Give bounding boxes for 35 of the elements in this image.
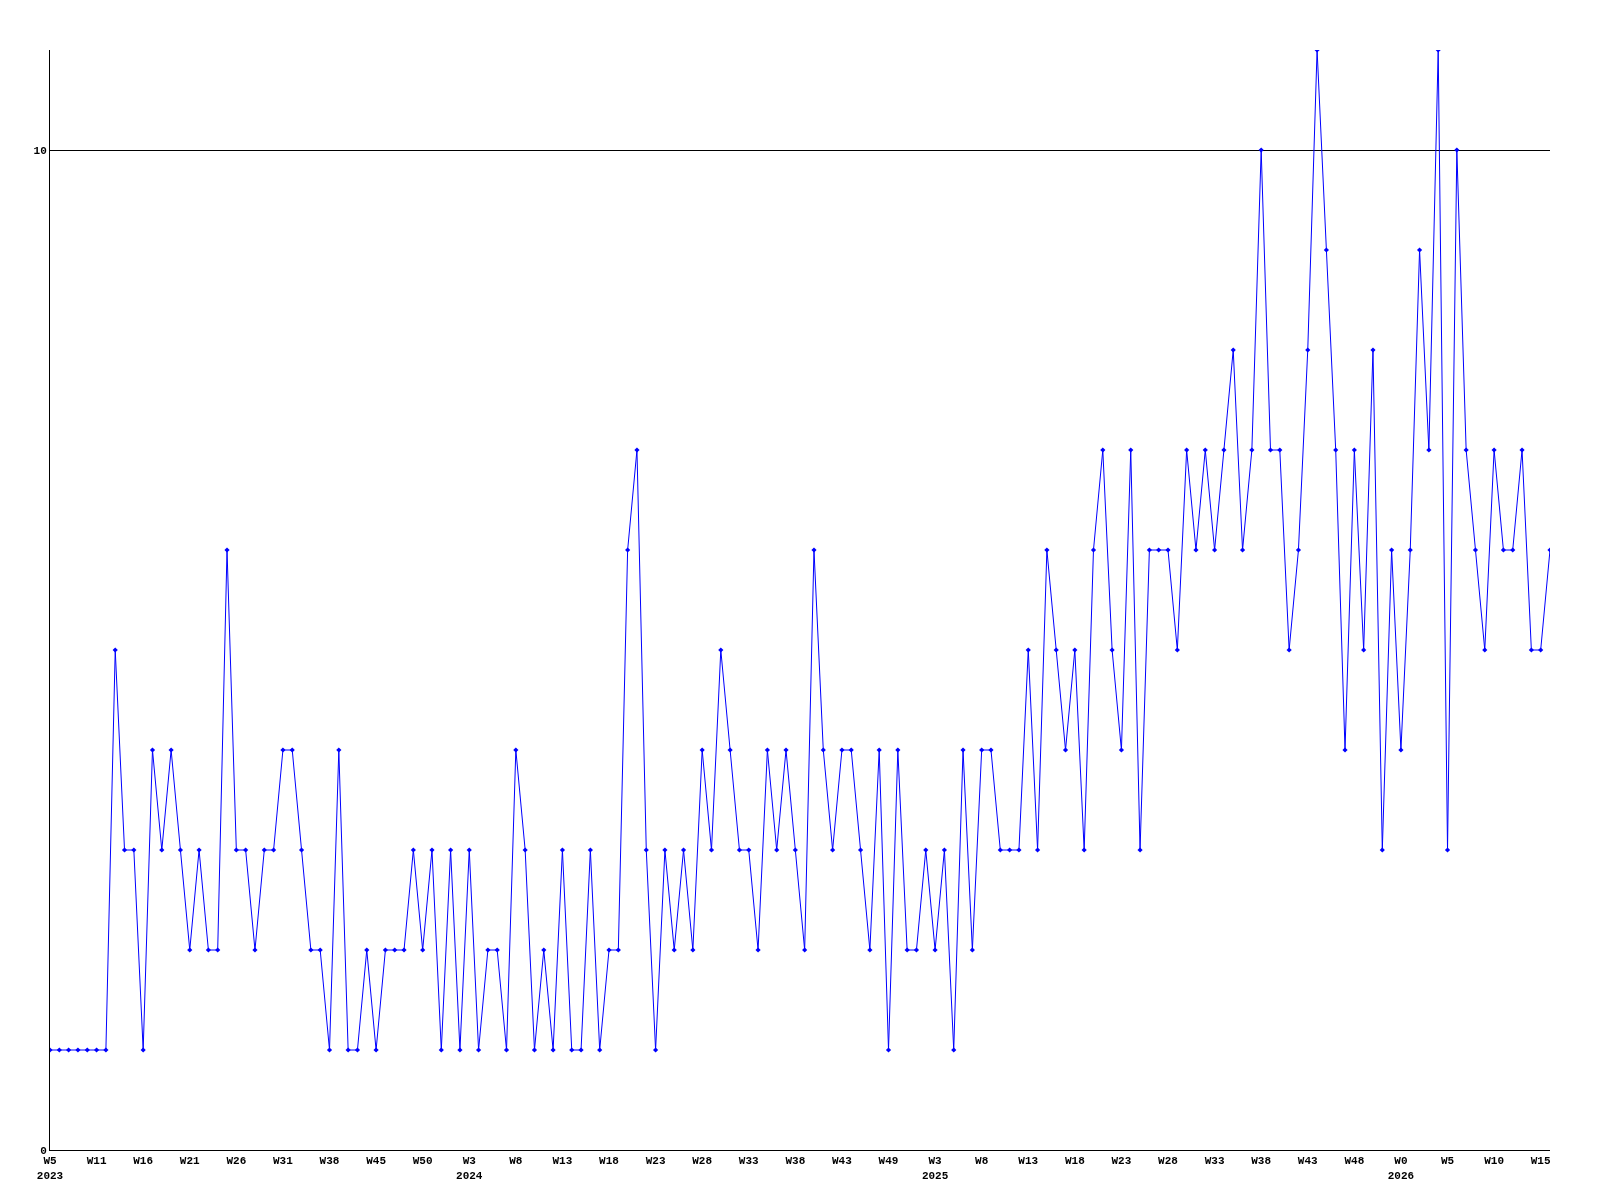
x-tick-label: W10	[1484, 1155, 1505, 1168]
x-tick-label: W18	[599, 1155, 620, 1168]
x-tick-label: W11	[86, 1155, 107, 1168]
x-tick-label: W5 2023	[36, 1155, 64, 1182]
x-tick-label: W28	[1158, 1155, 1179, 1168]
x-tick-label: W38	[785, 1155, 806, 1168]
x-tick-label: W13	[552, 1155, 573, 1168]
x-tick-label: W0 2026	[1387, 1155, 1415, 1182]
x-tick-label: W43	[1297, 1155, 1319, 1168]
x-tick-label: W33	[738, 1155, 760, 1168]
x-tick-label: W48	[1344, 1155, 1365, 1168]
x-tick-label: W8	[975, 1155, 989, 1168]
x-tick-label: W23	[1111, 1155, 1132, 1168]
x-tick-label: W38	[1251, 1155, 1272, 1168]
y-tick-label: 0	[40, 1144, 47, 1157]
x-tick-label: W43	[832, 1155, 853, 1168]
x-tick-label: W3 2024	[456, 1155, 483, 1182]
x-tick-label: W33	[1204, 1155, 1225, 1168]
x-tick-label: W45	[366, 1155, 387, 1168]
x-tick-label: W8	[509, 1155, 523, 1168]
x-tick-label: W5	[1440, 1155, 1455, 1168]
y-tick-label: 10	[33, 144, 47, 157]
x-tick-label: W13	[1018, 1155, 1039, 1168]
x-tick-label: W49	[878, 1155, 899, 1168]
x-tick-label: W16	[133, 1155, 154, 1168]
x-tick-label: W23	[645, 1155, 666, 1168]
x-tick-label: W21	[179, 1155, 201, 1168]
x-tick-label: W38	[319, 1155, 340, 1168]
x-tick-label: W28	[692, 1155, 713, 1168]
x-tick-label: W3 2025	[921, 1155, 949, 1182]
x-tick-label: W18	[1064, 1155, 1086, 1168]
x-tick-label: W31	[273, 1155, 294, 1168]
x-tick-label: W50	[412, 1155, 433, 1168]
x-tick-label: W15	[1530, 1155, 1551, 1168]
x-tick-label: W26	[226, 1155, 247, 1168]
